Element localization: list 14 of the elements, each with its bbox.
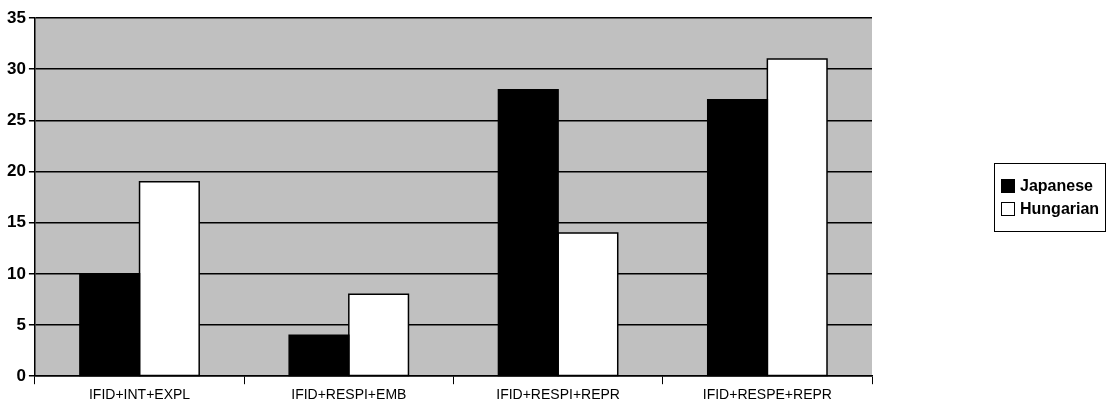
y-tick-label: 0 [16, 365, 26, 385]
x-tick-label: IFID+RESPI+REPR [496, 386, 620, 403]
x-tick-label: IFID+RESPI+EMB [291, 386, 407, 403]
legend-label: Hungarian [1020, 199, 1100, 218]
y-tick-label: 20 [6, 161, 26, 181]
y-tick-label: 10 [6, 263, 26, 283]
y-tick-label: 35 [6, 7, 26, 27]
y-tick-label: 5 [16, 314, 26, 334]
x-tick-label: IFID+INT+EXPL [88, 386, 191, 403]
legend-label: Japanese [1020, 176, 1093, 195]
y-tick-label: 25 [6, 110, 26, 130]
x-tick-label: IFID+RESPE+REPR [702, 386, 832, 403]
y-tick-label: 15 [6, 212, 26, 232]
y-tick-label: 30 [6, 58, 26, 78]
